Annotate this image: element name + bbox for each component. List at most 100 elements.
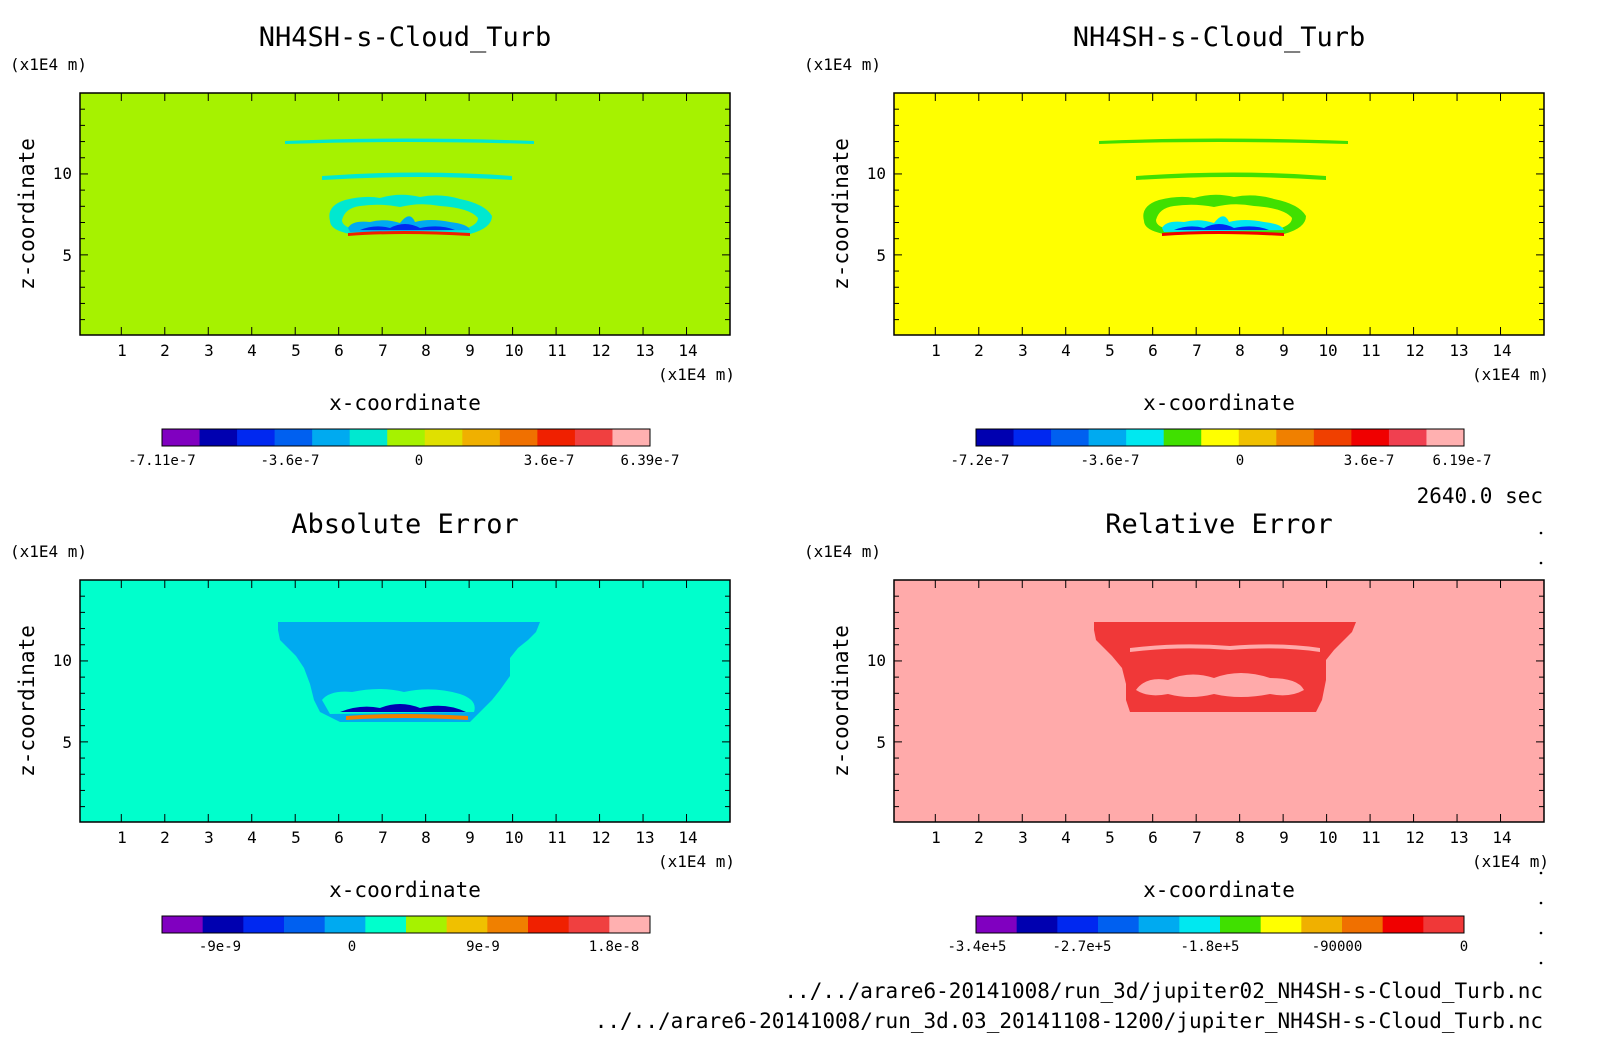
anvil-band-top [1099,138,1348,144]
margin-dots [1539,531,1543,965]
error-field [278,622,540,722]
colorbar-swatch [976,916,1018,933]
axis-ticks [894,580,1544,822]
x-unit-label: (x1E4 m) [1472,365,1549,384]
error-base [346,714,468,720]
colorbar-swatches [976,916,1465,933]
y-tick-label: 5 [876,246,886,265]
x-tick-label: 14 [678,341,697,360]
x-tick-label: 11 [547,341,566,360]
colorbar-tick-label: -9e-9 [199,939,241,955]
y-tick-labels: 5 10 [53,164,72,265]
x-tick-label: 5 [1105,341,1115,360]
x-tick-label: 11 [547,828,566,847]
time-label: 2640.0 sec [1417,484,1543,508]
colorbar-swatches [976,429,1465,446]
x-tick-label: 6 [1148,341,1158,360]
colorbar-swatch [462,429,501,446]
x-tick-label: 7 [378,341,388,360]
colorbar-swatch [976,429,1015,446]
colorbar-swatch [537,429,576,446]
error-region [1094,622,1356,712]
x-tick-label: 10 [504,341,523,360]
x-tick-label: 10 [1318,341,1337,360]
x-tick-label: 4 [247,341,257,360]
y-axis-label: z-coordinate [15,625,39,777]
x-tick-label: 1 [931,828,941,847]
x-tick-label: 3 [1018,341,1028,360]
y-tick-label: 5 [62,733,72,752]
y-unit-label: (x1E4 m) [804,542,881,561]
x-tick-labels: 1 2 3 4 5 6 7 8 9 10 11 12 13 14 [931,341,1511,360]
colorbar-swatch [1276,429,1315,446]
panel-3: Relative Error (x1E4 m) 1 2 3 4 5 6 7 8 … [804,509,1549,955]
cloud-core-dark [1174,224,1269,230]
error-gap [1130,644,1320,652]
dot [1539,561,1543,565]
colorbar-tick-label: 6.19e-7 [1432,453,1491,469]
colorbar-swatch [1301,916,1343,933]
colorbar-swatch [162,429,201,446]
colorbar-swatch [1388,429,1427,446]
colorbar-frame [975,915,1465,934]
x-tick-label: 8 [1235,341,1245,360]
file-path-2: ../../arare6-20141008/run_3d.03_20141108… [595,1009,1543,1033]
colorbar-swatch [1057,916,1099,933]
y-tick-label: 5 [62,246,72,265]
x-tick-label: 6 [334,341,344,360]
x-tick-labels: 1 2 3 4 5 6 7 8 9 10 11 12 13 14 [117,828,697,847]
x-tick-label: 4 [1061,341,1071,360]
y-tick-labels: 5 10 [53,651,72,752]
x-axis-label: x-coordinate [1143,878,1295,902]
colorbar-swatch [1051,429,1090,446]
x-tick-label: 3 [1018,828,1028,847]
colorbar-swatch [1016,916,1058,933]
colorbar-tick-label: 6.39e-7 [620,453,679,469]
x-tick-label: 1 [117,828,127,847]
x-tick-label: 3 [204,828,214,847]
axis-ticks [80,93,730,335]
anvil-band-middle [322,172,512,180]
x-tick-label: 2 [160,828,170,847]
colorbar-swatch [424,429,463,446]
x-tick-label: 9 [465,341,475,360]
panel-title: NH4SH-s-Cloud_Turb [1073,22,1366,53]
cloud-base-positive [1162,231,1284,236]
colorbar-tick-label: -7.11e-7 [128,453,195,469]
x-axis-label: x-coordinate [329,878,481,902]
x-tick-label: 11 [1361,828,1380,847]
x-tick-label: 13 [1449,828,1468,847]
colorbar-swatch [1260,916,1302,933]
y-tick-label: 10 [53,164,72,183]
colorbar-swatch [1179,916,1221,933]
x-unit-label: (x1E4 m) [658,365,735,384]
x-tick-label: 12 [591,341,610,360]
x-tick-labels: 1 2 3 4 5 6 7 8 9 10 11 12 13 14 [117,341,697,360]
colorbar-frame [161,915,651,934]
x-tick-label: 13 [1449,341,1468,360]
colorbar-tick-label: 0 [348,939,356,955]
x-tick-label: 6 [334,828,344,847]
colorbar-swatch [1423,916,1465,933]
y-unit-label: (x1E4 m) [10,542,87,561]
error-core [340,704,466,712]
x-tick-label: 1 [931,341,941,360]
colorbar-swatch [1138,916,1180,933]
x-tick-label: 12 [591,828,610,847]
colorbar-swatch [1382,916,1424,933]
colorbar-swatch [387,429,426,446]
y-axis-label: z-coordinate [15,138,39,290]
dot [1539,531,1543,535]
x-tick-label: 7 [1192,828,1202,847]
x-unit-label: (x1E4 m) [1472,852,1549,871]
colorbar-swatch [243,916,285,933]
axis-ticks [894,93,1544,335]
x-tick-labels: 1 2 3 4 5 6 7 8 9 10 11 12 13 14 [931,828,1511,847]
x-tick-label: 4 [247,828,257,847]
file-path-1: ../../arare6-20141008/run_3d/jupiter02_N… [784,979,1543,1003]
x-unit-label: (x1E4 m) [658,852,735,871]
colorbar-swatch [1351,429,1390,446]
x-tick-label: 4 [1061,828,1071,847]
cloud-field [285,138,534,236]
